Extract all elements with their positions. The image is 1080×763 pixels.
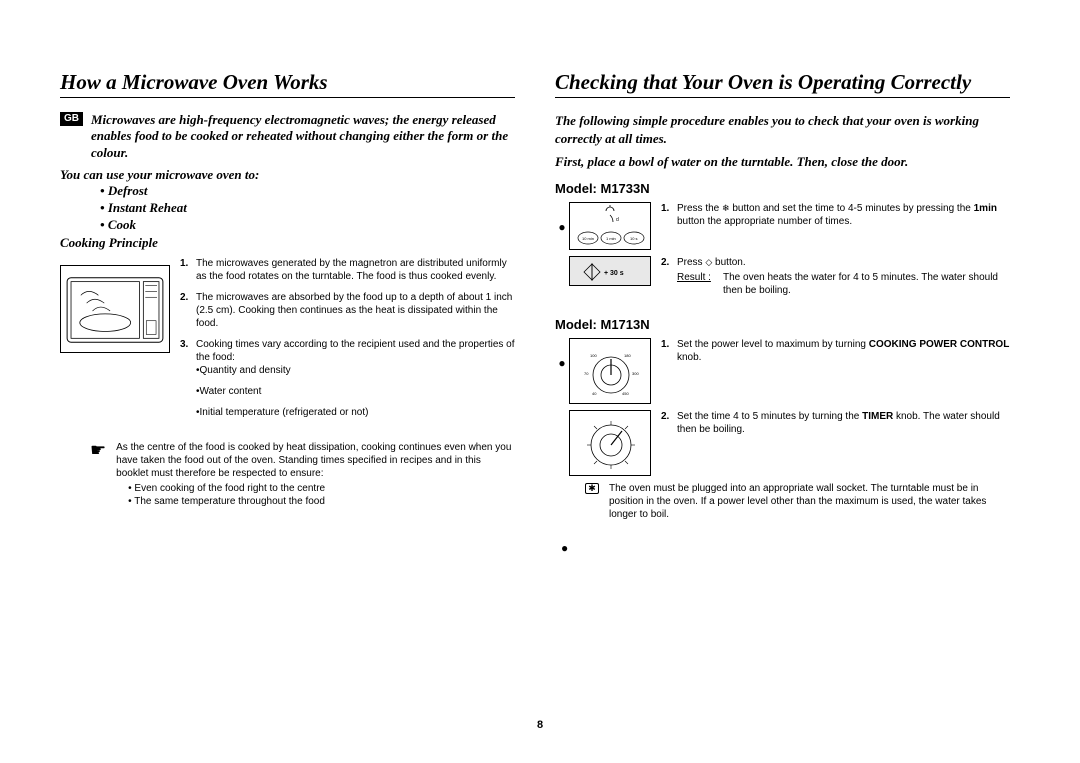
m2-panel2	[569, 410, 651, 476]
step-1: 1.The microwaves generated by the magnet…	[180, 257, 515, 283]
model2-head: Model: M1713N	[555, 317, 1010, 332]
m2-row2: 2. Set the time 4 to 5 minutes by turnin…	[555, 410, 1010, 476]
m1-row1: ● d 10 min 1 min 10 s 1. Press the ❄ but…	[555, 202, 1010, 250]
use-reheat: Instant Reheat	[100, 200, 515, 217]
svg-text:180: 180	[624, 353, 631, 358]
right-intro2: First, place a bowl of water on the turn…	[555, 153, 1010, 171]
m2-step2: 2. Set the time 4 to 5 minutes by turnin…	[661, 410, 1010, 436]
svg-text:70: 70	[584, 371, 589, 376]
left-column: How a Microwave Oven Works GB Microwaves…	[60, 70, 515, 555]
note-text: As the centre of the food is cooked by h…	[116, 441, 515, 480]
intro-row: GB Microwaves are high-frequency electro…	[60, 112, 515, 161]
m2-steps-b: 2. Set the time 4 to 5 minutes by turnin…	[661, 410, 1010, 446]
use-cook: Cook	[100, 217, 515, 234]
left-title: How a Microwave Oven Works	[60, 70, 515, 98]
step-3: 3. Cooking times vary according to the r…	[180, 338, 515, 427]
svg-text:+ 30 s: + 30 s	[604, 270, 624, 277]
dot-2: ●	[555, 338, 569, 370]
step-3-text: Cooking times vary according to the reci…	[196, 339, 515, 363]
left-intro: Microwaves are high-frequency electromag…	[91, 112, 515, 161]
nb-temp: The same temperature throughout the food	[128, 495, 515, 508]
svg-text:d: d	[616, 217, 619, 223]
svg-text:40: 40	[592, 391, 597, 396]
m1-steps-a: 1. Press the ❄ button and set the time t…	[661, 202, 1010, 238]
right-column: Checking that Your Oven is Operating Cor…	[555, 70, 1010, 555]
svg-text:100: 100	[590, 353, 597, 358]
result-row: Result : The oven heats the water for 4 …	[677, 271, 1010, 297]
oven-illustration	[60, 265, 170, 353]
info-icon: ✱	[585, 483, 599, 494]
m1-row2: + 30 s 2. Press ◇ button. Result : The o…	[555, 256, 1010, 307]
info-row: ✱ The oven must be plugged into an appro…	[585, 482, 1010, 521]
result-text: The oven heats the water for 4 to 5 minu…	[723, 271, 1010, 297]
pointing-hand-icon: ☛	[90, 441, 106, 508]
page-number: 8	[0, 719, 1080, 731]
note-row: ☛ As the centre of the food is cooked by…	[90, 441, 515, 508]
m2-step1: 1. Set the power level to maximum by tur…	[661, 338, 1010, 364]
b-temp: Initial temperature (refrigerated or not…	[196, 406, 515, 419]
dot-1: ●	[555, 202, 569, 234]
principle-steps: 1.The microwaves generated by the magnet…	[180, 257, 515, 435]
nb-even: Even cooking of the food right to the ce…	[128, 482, 515, 495]
svg-text:300: 300	[632, 371, 639, 376]
step3-bullets: Quantity and density Water content Initi…	[196, 364, 515, 419]
right-title: Checking that Your Oven is Operating Cor…	[555, 70, 1010, 98]
svg-text:450: 450	[622, 391, 629, 396]
right-intro1: The following simple procedure enables y…	[555, 112, 1010, 147]
info-text: The oven must be plugged into an appropr…	[609, 482, 1010, 521]
m2-row1: ● 100 180 70 300 40 450 1. Set the power le…	[555, 338, 1010, 404]
gb-badge: GB	[60, 112, 83, 126]
result-label: Result :	[677, 271, 717, 297]
svg-text:10 min: 10 min	[582, 236, 594, 241]
principle-head: Cooking Principle	[60, 235, 515, 251]
use-defrost: Defrost	[100, 183, 515, 200]
model1-head: Model: M1733N	[555, 181, 1010, 196]
b-qty: Quantity and density	[196, 364, 515, 377]
principle-row: 1.The microwaves generated by the magnet…	[60, 257, 515, 435]
m1-panel2: + 30 s	[569, 256, 651, 286]
b-water: Water content	[196, 385, 515, 398]
note-bullets: Even cooking of the food right to the ce…	[128, 482, 515, 508]
m2-panel1: 100 180 70 300 40 450	[569, 338, 651, 404]
step-2: 2.The microwaves are absorbed by the foo…	[180, 291, 515, 330]
m1-panel1: d 10 min 1 min 10 s	[569, 202, 651, 250]
m1-step1: 1. Press the ❄ button and set the time t…	[661, 202, 1010, 228]
defrost-icon: ❄	[722, 203, 730, 213]
m1-steps-b: 2. Press ◇ button. Result : The oven hea…	[661, 256, 1010, 307]
svg-text:10 s: 10 s	[630, 236, 638, 241]
m1-step2: 2. Press ◇ button. Result : The oven hea…	[661, 256, 1010, 297]
note-content: As the centre of the food is cooked by h…	[116, 441, 515, 508]
uses-list: Defrost Instant Reheat Cook	[100, 183, 515, 234]
uses-lead: You can use your microwave oven to:	[60, 167, 515, 183]
m2-steps-a: 1. Set the power level to maximum by tur…	[661, 338, 1010, 374]
trailing-dot: ●	[561, 541, 1010, 555]
svg-text:1 min: 1 min	[606, 236, 616, 241]
